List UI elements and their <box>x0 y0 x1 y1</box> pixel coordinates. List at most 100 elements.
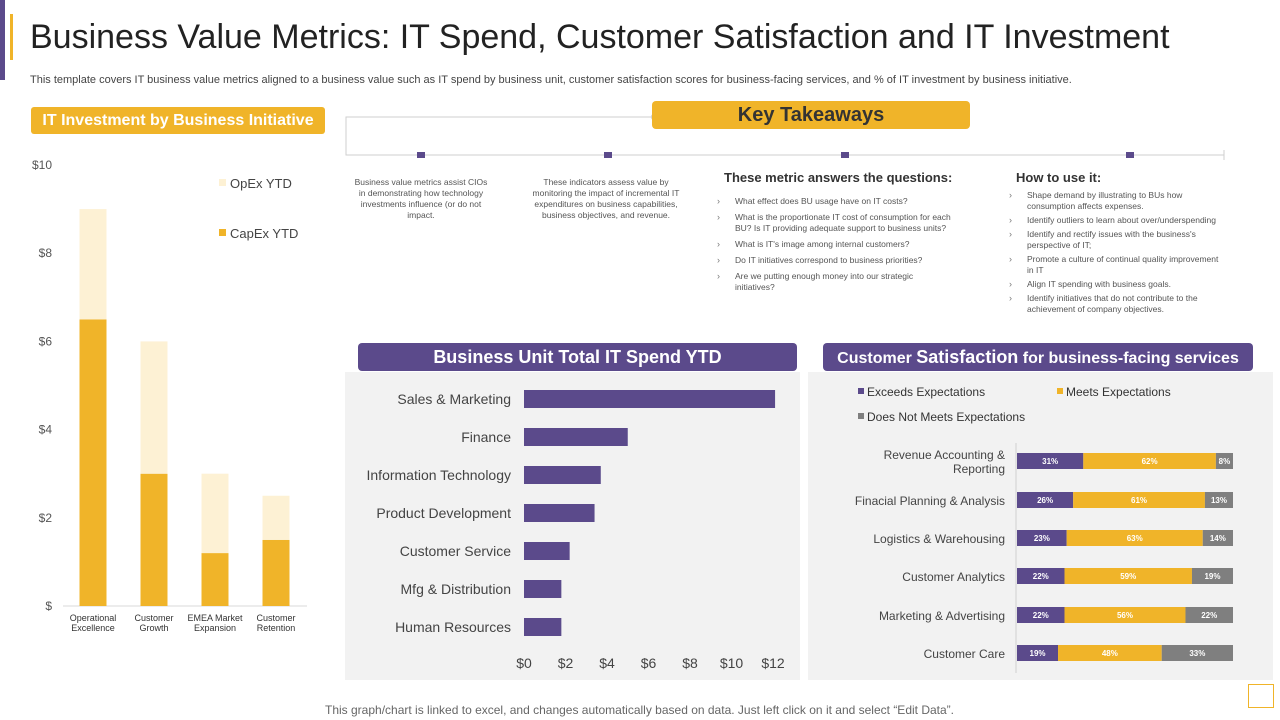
category-label: Logistics & Warehousing <box>873 532 1005 546</box>
question-item: What is IT's image among internal custom… <box>717 239 953 250</box>
takeaway-col-1: Business value metrics assist CIOs in de… <box>354 177 488 220</box>
segment-label: 23% <box>1034 534 1050 543</box>
corner-decoration <box>1248 684 1274 708</box>
category-label: Customer Service <box>400 543 511 559</box>
category-label: Customer Analytics <box>902 570 1005 584</box>
howto-item: Identify and rectify issues with the bus… <box>1009 229 1219 251</box>
question-item: Do IT initiatives correspond to business… <box>717 255 953 266</box>
satisfaction-heading-suffix: for business-facing services <box>1018 350 1239 367</box>
x-category-label: Excellence <box>71 623 115 633</box>
legend-label: CapEx YTD <box>230 226 298 241</box>
segment-label: 56% <box>1117 611 1133 620</box>
spend-bar <box>524 428 628 446</box>
questions-heading: These metric answers the questions: <box>724 170 953 185</box>
capex-bar <box>79 319 107 606</box>
capex-bar <box>140 473 168 606</box>
x-tick-label: $6 <box>641 655 657 671</box>
spend-bar <box>524 504 595 522</box>
satisfaction-bar-segment <box>1064 568 1192 584</box>
capex-bar <box>262 539 290 606</box>
satisfaction-bar-segment <box>1185 607 1233 623</box>
x-category-label: Expansion <box>194 623 236 633</box>
satisfaction-bar-segment <box>1083 453 1216 469</box>
title-accent-line <box>10 14 13 60</box>
y-tick-label: $2 <box>39 511 53 525</box>
satisfaction-bar-segment <box>1064 607 1186 623</box>
opex-bar <box>140 341 168 474</box>
x-tick-label: $0 <box>516 655 532 671</box>
howto-item: Align IT spending with business goals. <box>1009 279 1219 290</box>
spend-bar <box>524 390 776 408</box>
legend-label: OpEx YTD <box>230 176 292 191</box>
legend-swatch <box>1057 388 1063 394</box>
y-tick-label: $6 <box>39 334 53 348</box>
segment-label: 63% <box>1127 534 1143 543</box>
segment-label: 8% <box>1219 457 1231 466</box>
segment-label: 33% <box>1189 649 1205 658</box>
spend-heading: Business Unit Total IT Spend YTD <box>358 343 797 371</box>
legend-swatch <box>219 229 226 236</box>
capex-bar <box>201 553 229 606</box>
category-label: Mfg & Distribution <box>401 581 511 597</box>
question-item: What effect does BU usage have on IT cos… <box>717 196 953 207</box>
segment-label: 22% <box>1033 611 1049 620</box>
category-label: Finance <box>461 429 511 445</box>
howto-item: Identify outliers to learn about over/un… <box>1009 215 1219 226</box>
spend-bar <box>524 542 570 560</box>
spend-bar <box>524 580 562 598</box>
satisfaction-bar-segment <box>1017 645 1059 661</box>
satisfaction-bar-segment <box>1017 607 1065 623</box>
segment-label: 19% <box>1030 649 1046 658</box>
x-tick-label: $2 <box>558 655 574 671</box>
howto-heading: How to use it: <box>1016 170 1102 185</box>
y-tick-label: $ <box>45 599 52 613</box>
satisfaction-bar-segment <box>1204 492 1233 508</box>
segment-label: 14% <box>1210 534 1226 543</box>
y-tick-label: $10 <box>32 158 52 172</box>
opex-bar <box>262 495 290 540</box>
satisfaction-bar-segment <box>1017 492 1074 508</box>
question-item: Are we putting enough money into our str… <box>717 271 953 293</box>
y-tick-label: $8 <box>39 246 53 260</box>
title-accent-bar <box>0 0 5 80</box>
x-tick-label: $10 <box>720 655 744 671</box>
question-item: What is the proportionate IT cost of con… <box>717 212 953 234</box>
legend-label: Meets Expectations <box>1066 385 1171 399</box>
satisfaction-bar-segment <box>1058 645 1162 661</box>
category-label: Marketing & Advertising <box>879 609 1005 623</box>
x-category-label: EMEA Market <box>187 613 243 623</box>
howto-item: Promote a culture of continual quality i… <box>1009 254 1219 276</box>
segment-label: 22% <box>1201 611 1217 620</box>
satisfaction-heading: Customer Satisfaction for business-facin… <box>823 343 1253 371</box>
legend-label: Exceeds Expectations <box>867 385 985 399</box>
x-category-label: Customer <box>134 613 173 623</box>
segment-label: 31% <box>1042 457 1058 466</box>
satisfaction-bar-segment <box>1073 492 1205 508</box>
questions-list: What effect does BU usage have on IT cos… <box>717 196 953 298</box>
satisfaction-bar-segment <box>1017 453 1084 469</box>
category-label: Sales & Marketing <box>397 391 511 407</box>
x-category-label: Customer <box>256 613 295 623</box>
x-category-label: Retention <box>257 623 296 633</box>
y-tick-label: $4 <box>39 423 53 437</box>
segment-label: 13% <box>1211 496 1227 505</box>
spend-bar <box>524 466 601 484</box>
satisfaction-bar-segment <box>1215 453 1233 469</box>
spend-bar <box>524 618 562 636</box>
category-label: Product Development <box>376 505 511 521</box>
segment-label: 48% <box>1102 649 1118 658</box>
segment-label: 61% <box>1131 496 1147 505</box>
opex-bar <box>201 473 229 554</box>
howto-list: Shape demand by illustrating to BUs how … <box>1009 190 1219 318</box>
satisfaction-bar-segment <box>1202 530 1233 546</box>
investment-heading: IT Investment by Business Initiative <box>31 107 325 134</box>
satisfaction-bar-segment <box>1066 530 1203 546</box>
category-label: Finacial Planning & Analysis <box>855 494 1005 508</box>
segment-label: 22% <box>1033 572 1049 581</box>
category-label: Revenue Accounting & <box>884 448 1005 462</box>
segment-label: 59% <box>1120 572 1136 581</box>
howto-item: Shape demand by illustrating to BUs how … <box>1009 190 1219 212</box>
